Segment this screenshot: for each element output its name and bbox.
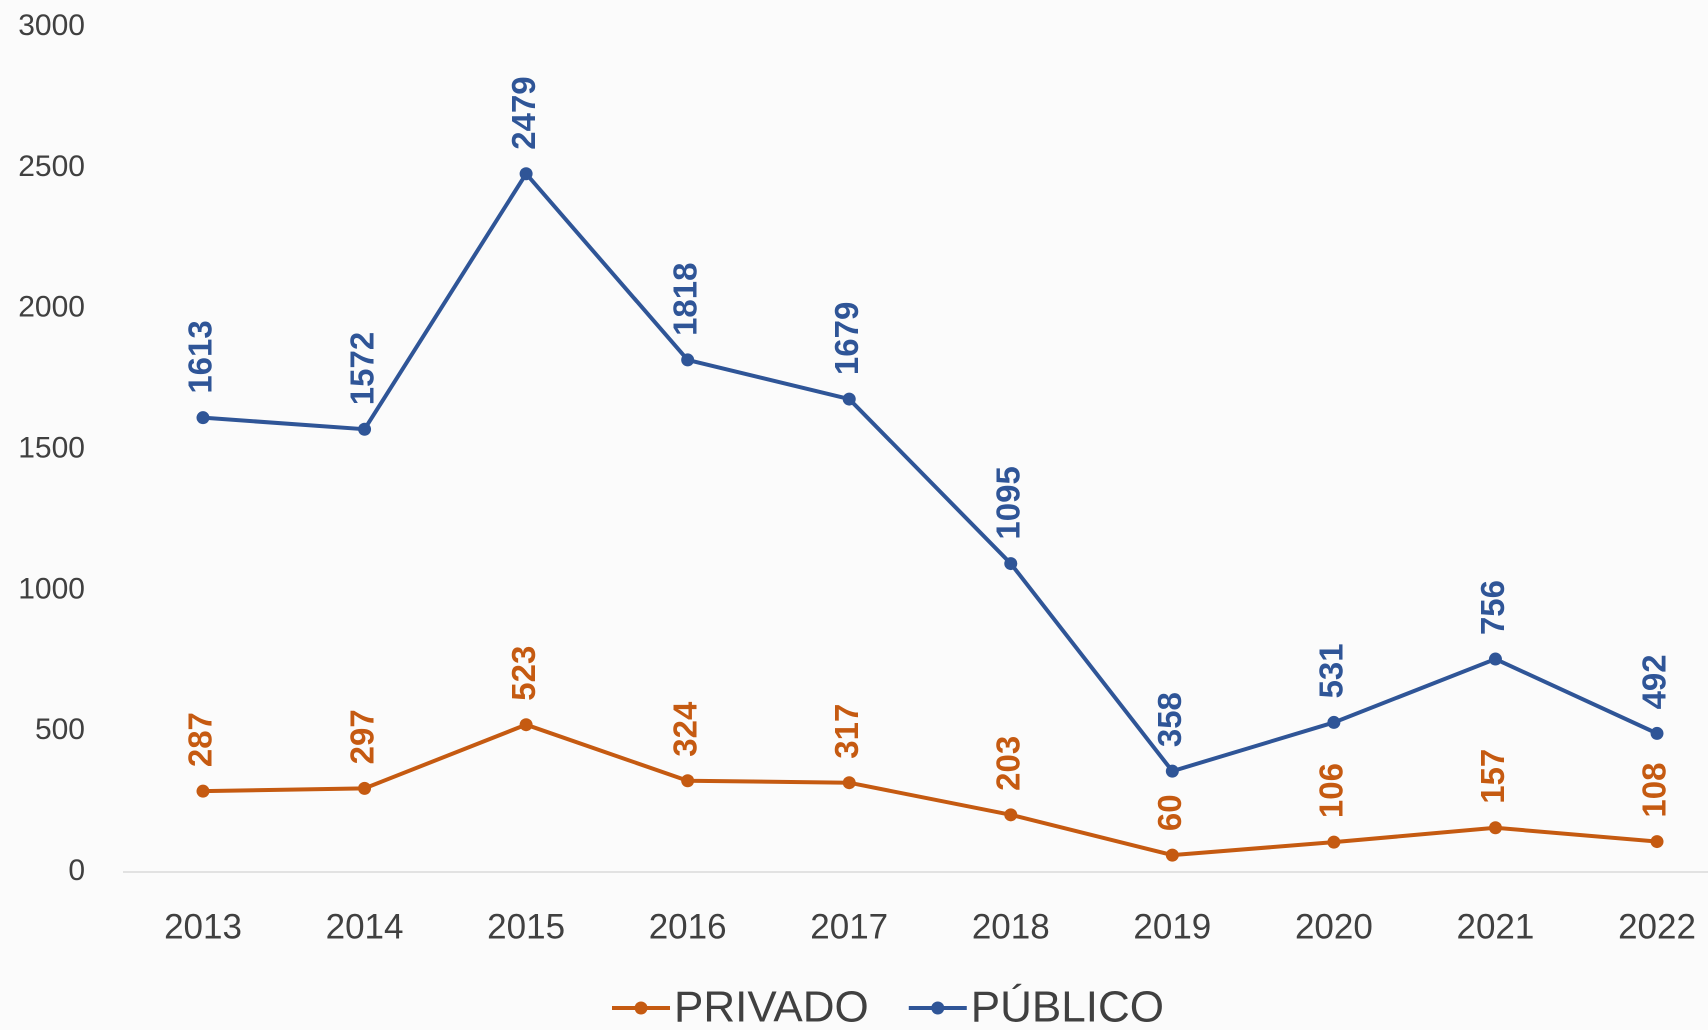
data-label: 106: [1313, 763, 1350, 818]
data-label: 317: [828, 704, 865, 759]
y-tick-label: 0: [68, 854, 85, 887]
y-tick-label: 3000: [18, 9, 85, 42]
data-label: 287: [182, 712, 219, 767]
data-label: 1679: [828, 302, 865, 375]
point: [358, 781, 372, 795]
data-label: 358: [1151, 692, 1188, 747]
data-label: 1818: [666, 263, 703, 336]
y-tick-label: 1000: [18, 572, 85, 605]
point: [519, 167, 533, 181]
point: [196, 784, 210, 798]
point: [1650, 726, 1664, 740]
data-label: 157: [1474, 749, 1511, 804]
x-tick-label: 2022: [1618, 907, 1696, 946]
point: [1165, 764, 1179, 778]
data-label: 523: [505, 646, 542, 701]
data-label: 2479: [505, 76, 542, 149]
data-label: 1613: [182, 320, 219, 393]
data-label: 324: [666, 701, 703, 757]
point: [358, 422, 372, 436]
data-label: 1095: [989, 466, 1026, 539]
point: [1004, 808, 1018, 822]
data-label: 492: [1636, 654, 1673, 709]
legend-label: PÚBLICO: [971, 983, 1164, 1030]
y-tick-label: 1500: [18, 431, 85, 464]
x-tick-label: 2016: [649, 907, 727, 946]
point: [196, 411, 210, 425]
point: [1650, 835, 1664, 849]
x-tick-label: 2018: [972, 907, 1050, 946]
point: [1004, 557, 1018, 571]
data-label: 531: [1313, 643, 1350, 698]
x-tick-label: 2013: [164, 907, 242, 946]
x-tick-label: 2020: [1295, 907, 1373, 946]
point: [842, 776, 856, 790]
point: [1327, 835, 1341, 849]
point: [1327, 715, 1341, 729]
legend-label: PRIVADO: [674, 983, 869, 1030]
data-label: 756: [1474, 580, 1511, 635]
x-tick-label: 2014: [326, 907, 404, 946]
series-line: [202, 722, 1658, 858]
x-tick-label: 2021: [1457, 907, 1535, 946]
point: [1488, 652, 1502, 666]
point: [519, 718, 533, 732]
data-label: 1572: [343, 332, 380, 405]
y-tick-label: 2500: [18, 150, 85, 183]
data-label: 108: [1636, 763, 1673, 818]
x-tick-label: 2015: [487, 907, 565, 946]
point: [1488, 821, 1502, 835]
series-line: [202, 170, 1658, 774]
x-tick-label: 2017: [810, 907, 888, 946]
point: [681, 353, 695, 367]
point: [681, 774, 695, 788]
data-label: 203: [989, 736, 1026, 791]
legend-marker: [931, 1001, 945, 1015]
data-label: 297: [343, 709, 380, 764]
y-tick-label: 2000: [18, 291, 85, 324]
point: [842, 392, 856, 406]
legend-marker: [634, 1001, 648, 1015]
x-tick-label: 2019: [1133, 907, 1211, 946]
point: [1165, 848, 1179, 862]
y-tick-label: 500: [35, 713, 85, 746]
data-label: 60: [1151, 794, 1188, 831]
